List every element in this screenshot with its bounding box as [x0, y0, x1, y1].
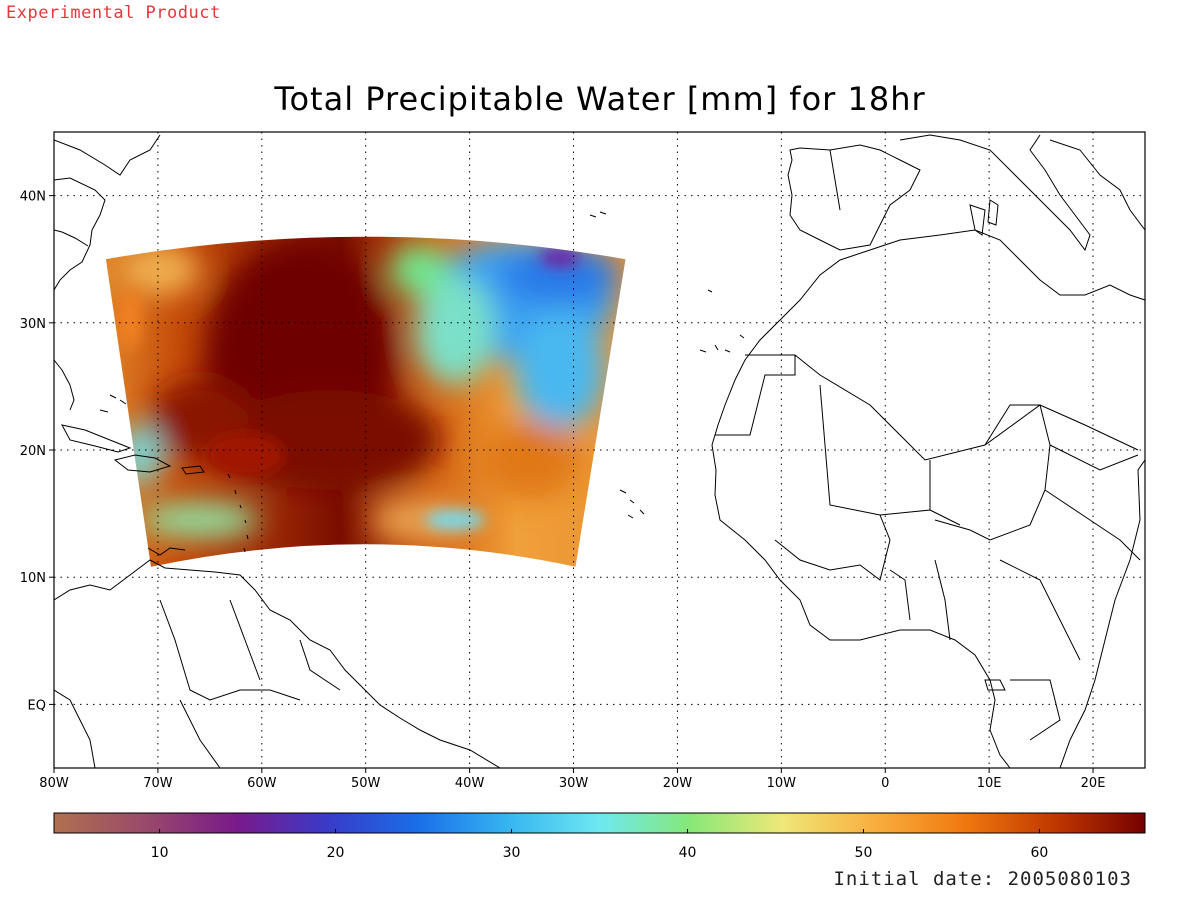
colorbar-tick-label: 60 [1031, 845, 1049, 861]
lat-tick-label: 40N [20, 190, 46, 205]
lon-tick-label: 50W [351, 776, 381, 791]
coastlines [54, 134, 1145, 768]
latitude-axis: EQ 10N 20N 30N 40N [20, 190, 54, 713]
lon-tick-label: 30W [559, 776, 589, 791]
lon-tick-label: 80W [39, 776, 69, 791]
precipitable-water-field [105, 236, 626, 567]
map-title: Total Precipitable Water [mm] for 18hr [274, 80, 926, 118]
lon-tick-label: 0 [881, 776, 889, 791]
lon-tick-label: 10E [977, 776, 1002, 791]
initial-date: Initial date: 2005080103 [833, 868, 1132, 890]
lon-tick-label: 60W [247, 776, 277, 791]
colorbar-tick-label: 40 [679, 845, 697, 861]
experimental-banner: Experimental Product [6, 3, 221, 23]
lat-tick-label: 10N [20, 571, 46, 586]
lat-tick-label: EQ [28, 698, 46, 713]
lon-tick-label: 20W [663, 776, 693, 791]
lon-tick-label: 70W [143, 776, 173, 791]
longitude-axis: 80W 70W 60W 50W 40W 30W 20W 10W 0 10E 20E [39, 768, 1105, 791]
colorbar-tick-label: 10 [151, 845, 169, 861]
colorbar-tick-label: 50 [855, 845, 873, 861]
lon-tick-label: 10W [767, 776, 797, 791]
colorbar-tick-label: 30 [503, 845, 521, 861]
lat-tick-label: 30N [20, 317, 46, 332]
graticule [54, 132, 1145, 768]
lon-tick-label: 20E [1081, 776, 1106, 791]
colorbar-tick-label: 20 [327, 845, 345, 861]
lat-tick-label: 20N [20, 444, 46, 459]
colorbar: 10 20 30 40 50 60 [53, 812, 1146, 861]
lon-tick-label: 40W [455, 776, 485, 791]
